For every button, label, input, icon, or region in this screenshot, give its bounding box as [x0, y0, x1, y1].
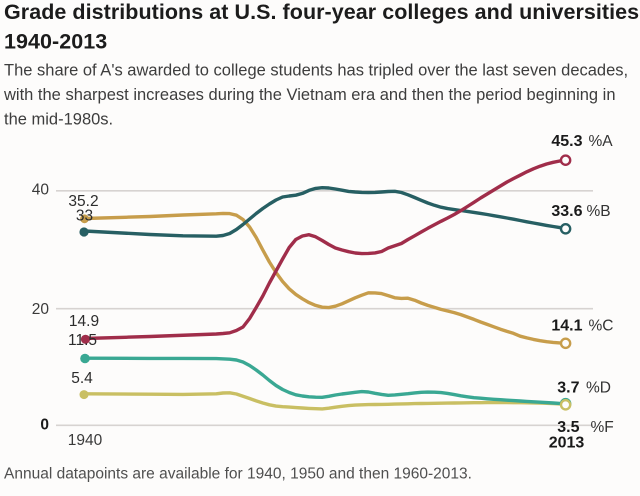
svg-text:1940: 1940: [68, 432, 103, 449]
svg-text:the mid-1980s.: the mid-1980s.: [4, 111, 113, 129]
svg-text:2013: 2013: [549, 435, 585, 452]
svg-text:%C: %C: [589, 318, 614, 335]
svg-text:45.3: 45.3: [551, 133, 582, 150]
svg-text:Annual datapoints are availabl: Annual datapoints are available for 1940…: [4, 466, 472, 483]
svg-text:%B: %B: [587, 203, 611, 220]
svg-text:3.7: 3.7: [557, 380, 579, 397]
svg-text:%A: %A: [589, 133, 614, 150]
svg-text:20: 20: [32, 301, 50, 318]
svg-text:5.4: 5.4: [71, 370, 93, 387]
svg-text:33: 33: [76, 207, 93, 224]
svg-text:11.5: 11.5: [68, 332, 97, 349]
svg-text:35.2: 35.2: [68, 193, 98, 210]
svg-text:The share of A's awarded to co: The share of A's awarded to college stud…: [4, 62, 628, 80]
svg-text:%D: %D: [586, 380, 611, 397]
svg-text:1940-2013: 1940-2013: [4, 30, 107, 54]
svg-text:40: 40: [32, 182, 50, 199]
svg-text:%F: %F: [591, 419, 614, 436]
svg-text:14.1: 14.1: [551, 318, 582, 335]
svg-text:0: 0: [40, 417, 49, 434]
svg-text:14.9: 14.9: [69, 313, 99, 330]
svg-text:3.5: 3.5: [557, 419, 579, 436]
svg-text:33.6: 33.6: [551, 203, 582, 220]
svg-text:Grade distributions at U.S. fo: Grade distributions at U.S. four-year co…: [4, 0, 640, 24]
svg-text:with the sharpest increases du: with the sharpest increases during the V…: [3, 86, 616, 104]
